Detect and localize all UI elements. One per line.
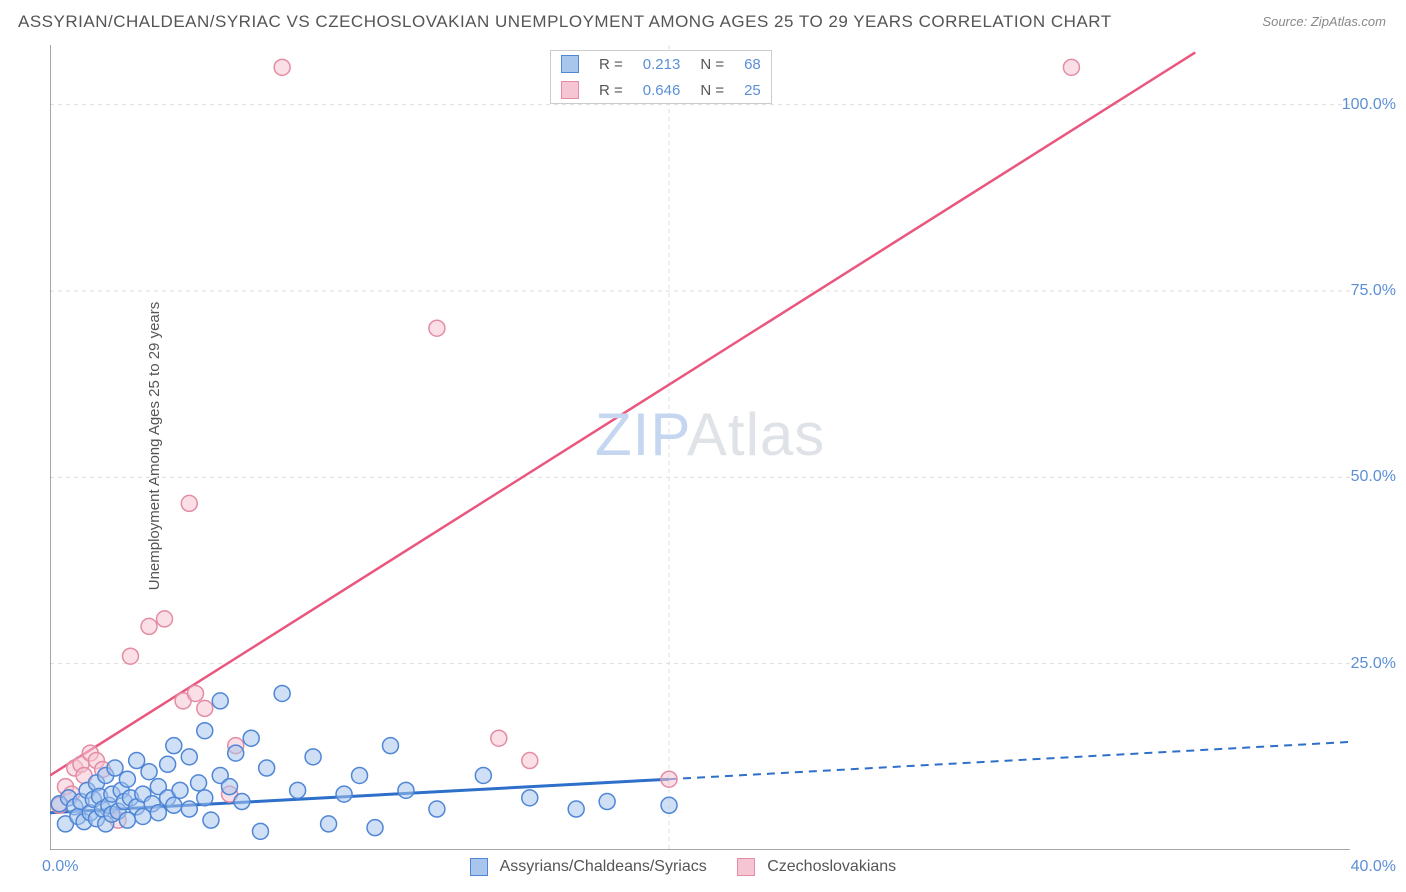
n-value-blue: 68: [734, 51, 771, 77]
r-label-blue: R =: [589, 51, 633, 77]
series-legend: Assyrians/Chaldeans/Syriacs Czechoslovak…: [470, 858, 896, 876]
xtick-0: 0.0%: [42, 858, 78, 876]
r-value-pink: 0.646: [633, 77, 691, 103]
source-value: ZipAtlas.com: [1311, 14, 1386, 29]
xtick-40: 40.0%: [1351, 858, 1396, 876]
chart-plot-area: [50, 45, 1350, 850]
r-label-pink: R =: [589, 77, 633, 103]
ytick-50: 50.0%: [1351, 468, 1396, 486]
legend-item-pink: Czechoslovakians: [737, 858, 896, 876]
legend-row-blue: R = 0.213 N = 68: [551, 51, 771, 77]
n-label-blue: N =: [690, 51, 734, 77]
chart-svg: [50, 45, 1350, 850]
legend-label-pink: Czechoslovakians: [767, 858, 896, 875]
legend-label-blue: Assyrians/Chaldeans/Syriacs: [500, 858, 707, 875]
ytick-75: 75.0%: [1351, 282, 1396, 300]
swatch-blue-bottom: [470, 858, 488, 876]
swatch-blue: [561, 55, 579, 73]
swatch-pink-bottom: [737, 858, 755, 876]
source-label: Source: ZipAtlas.com: [1262, 14, 1386, 29]
correlation-legend: R = 0.213 N = 68 R = 0.646 N = 25: [550, 50, 772, 104]
chart-title: ASSYRIAN/CHALDEAN/SYRIAC VS CZECHOSLOVAK…: [18, 12, 1112, 32]
ytick-25: 25.0%: [1351, 655, 1396, 673]
r-value-blue: 0.213: [633, 51, 691, 77]
legend-row-pink: R = 0.646 N = 25: [551, 77, 771, 103]
swatch-pink: [561, 81, 579, 99]
source-key: Source:: [1262, 14, 1307, 29]
ytick-100: 100.0%: [1342, 96, 1396, 114]
n-value-pink: 25: [734, 77, 771, 103]
legend-item-blue: Assyrians/Chaldeans/Syriacs: [470, 858, 707, 876]
n-label-pink: N =: [690, 77, 734, 103]
